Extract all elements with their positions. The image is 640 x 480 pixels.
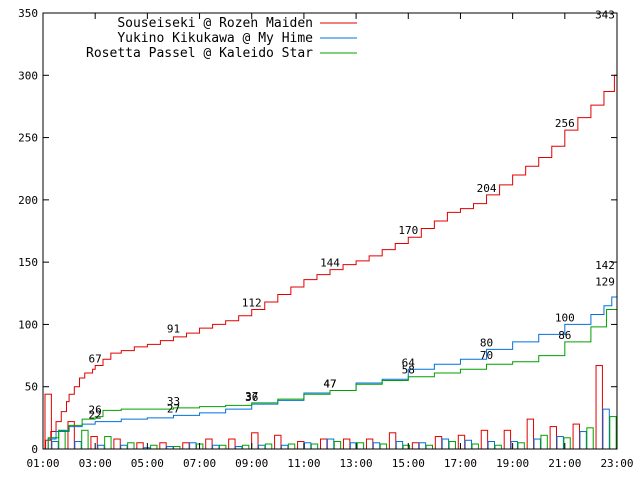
- y-tick-label: 200: [18, 194, 38, 207]
- data-label: 86: [558, 329, 571, 342]
- data-label: 36: [245, 391, 258, 404]
- x-tick-label: 01:00: [26, 457, 59, 470]
- data-label: 204: [477, 182, 497, 195]
- x-tick-label: 05:00: [131, 457, 164, 470]
- data-label: 47: [323, 377, 336, 390]
- x-tick-label: 21:00: [548, 457, 581, 470]
- data-label: 343: [595, 9, 615, 22]
- data-label: 26: [89, 404, 102, 417]
- data-label: 47: [323, 377, 336, 390]
- data-label: 100: [555, 311, 575, 324]
- axes: 0 50 100 150 200 250 300 350 01:00 03:00 05:00 07:0…: [18, 7, 633, 470]
- data-label: 129: [595, 275, 615, 288]
- x-tick-label: 23:00: [600, 457, 633, 470]
- data-label: 70: [480, 349, 493, 362]
- data-label: 91: [167, 323, 180, 336]
- data-label: 33: [167, 395, 180, 408]
- x-tick-label: 15:00: [392, 457, 425, 470]
- x-tick-label: 17:00: [444, 457, 477, 470]
- data-labels: 67 91 112 144 170 204 256 343 22 27 36 47 64 80 100 142…: [89, 9, 615, 422]
- data-label: 256: [555, 117, 575, 130]
- data-label: 27: [167, 402, 180, 415]
- data-label: 112: [242, 296, 262, 309]
- series-line: [43, 21, 618, 450]
- data-label: 67: [89, 353, 102, 366]
- data-label: 58: [402, 364, 415, 377]
- series-line: [43, 288, 618, 450]
- x-tick-label: 03:00: [79, 457, 112, 470]
- y-tick-label: 350: [18, 7, 38, 20]
- plot-frame: [42, 12, 618, 450]
- y-tick-label: 300: [18, 69, 38, 82]
- cumulative-lines: [43, 21, 618, 450]
- legend-label: Souseiseki @ Rozen Maiden: [117, 16, 313, 31]
- data-label: 144: [320, 257, 340, 270]
- x-tick-label: 07:00: [183, 457, 216, 470]
- legend-label: Yukino Kikukawa @ My Hime: [117, 31, 313, 46]
- data-label: 37: [245, 390, 258, 403]
- y-tick-label: 100: [18, 318, 38, 331]
- y-tick-label: 0: [31, 443, 38, 456]
- y-tick-label: 150: [18, 256, 38, 269]
- data-label: 64: [402, 356, 416, 369]
- data-label: 22: [89, 409, 102, 422]
- x-tick-label: 09:00: [235, 457, 268, 470]
- data-label: 80: [480, 336, 493, 349]
- y-tick-label: 250: [18, 132, 38, 145]
- x-tick-label: 19:00: [496, 457, 529, 470]
- x-tick-label: 13:00: [340, 457, 373, 470]
- y-tick-label: 50: [25, 381, 38, 394]
- data-label: 142: [595, 259, 615, 272]
- x-tick-label: 11:00: [287, 457, 320, 470]
- data-label: 170: [398, 224, 418, 237]
- legend-label: Rosetta Passel @ Kaleido Star: [86, 46, 313, 61]
